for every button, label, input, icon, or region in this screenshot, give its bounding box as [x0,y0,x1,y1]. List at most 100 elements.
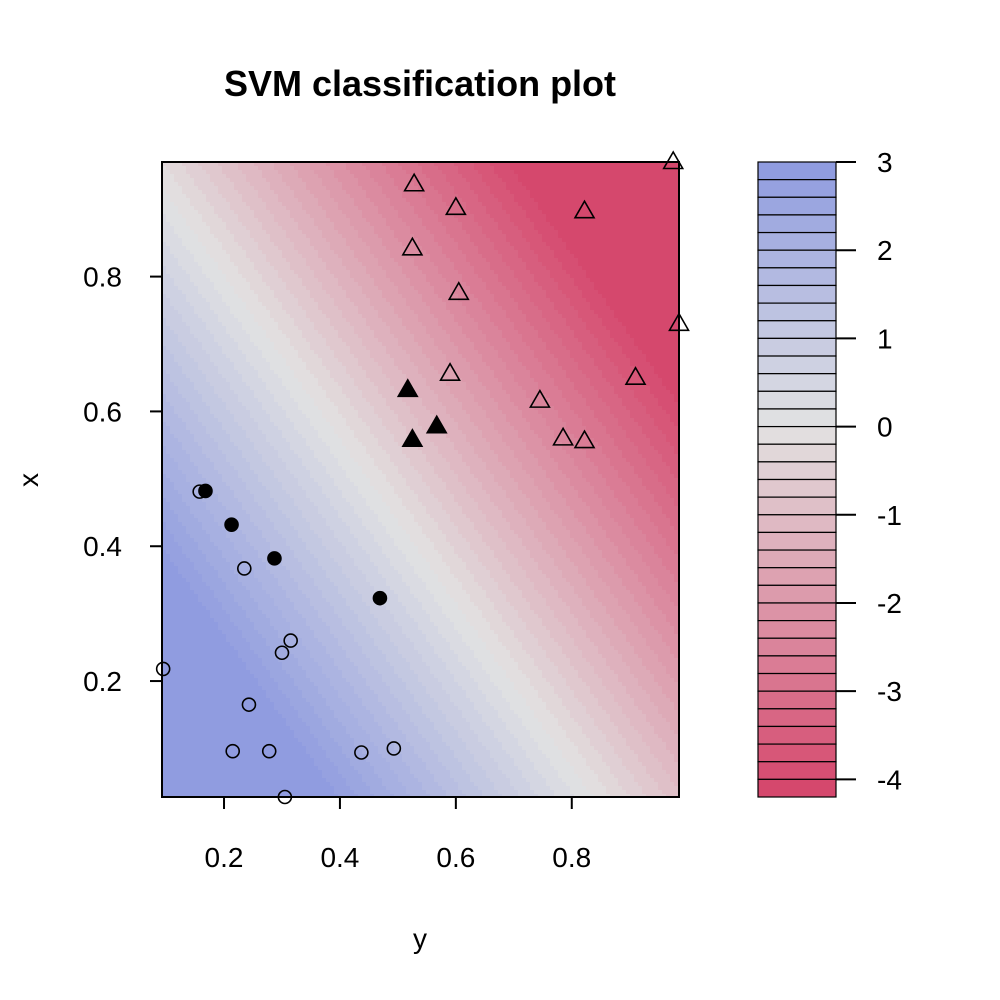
contour-cell [462,170,467,175]
contour-cell [650,258,655,263]
contour-cell [254,190,259,195]
contour-cell [462,254,467,259]
contour-cell [318,174,323,179]
contour-cell [570,262,575,267]
contour-cell [526,254,531,259]
contour-cell [354,302,359,307]
contour-cell [170,210,175,215]
contour-cell [326,286,331,291]
contour-cell [490,166,495,171]
contour-cell [546,254,551,259]
contour-cell [474,194,479,199]
contour-cell [238,266,243,271]
contour-cell [410,190,415,195]
contour-cell [606,202,611,207]
contour-cell [366,286,371,291]
contour-cell [566,198,571,203]
contour-cell [414,286,419,291]
contour-cell [274,194,279,199]
contour-cell [374,314,379,319]
contour-cell [466,178,471,183]
contour-cell [670,250,675,255]
contour-cell [438,298,443,303]
contour-cell [550,298,555,303]
contour-cell [334,286,339,291]
contour-cell [378,162,383,167]
contour-cell [578,230,583,235]
contour-cell [614,282,619,287]
contour-cell [294,242,299,247]
contour-cell [634,306,639,311]
contour-cell [202,210,207,215]
contour-cell [226,250,231,255]
contour-cell [402,202,407,207]
contour-cell [242,294,247,299]
contour-cell [254,278,259,283]
contour-cell [222,266,227,271]
contour-cell [526,214,531,219]
contour-cell [614,246,619,251]
contour-cell [222,226,227,231]
contour-cell [422,214,427,219]
contour-cell [418,210,423,215]
contour-cell [338,282,343,287]
contour-cell [246,174,251,179]
contour-cell [358,202,363,207]
contour-cell [570,174,575,179]
contour-cell [498,246,503,251]
contour-cell [246,214,251,219]
contour-cell [622,174,627,179]
contour-cell [354,218,359,223]
contour-cell [322,278,327,283]
contour-cell [314,314,319,319]
contour-cell [418,254,423,259]
contour-cell [586,302,591,307]
contour-cell [550,302,555,307]
contour-cell [546,274,551,279]
contour-cell [390,190,395,195]
contour-cell [478,310,483,315]
contour-cell [658,262,663,267]
contour-cell [458,166,463,171]
contour-cell [398,286,403,291]
contour-cell [546,206,551,211]
contour-cell [566,274,571,279]
contour-cell [674,258,679,263]
contour-cell [618,170,623,175]
contour-cell [458,178,463,183]
contour-cell [214,314,219,319]
contour-cell [338,278,343,283]
contour-cell [358,206,363,211]
contour-cell [202,234,207,239]
contour-cell [174,302,179,307]
contour-cell [282,198,287,203]
contour-cell [442,198,447,203]
contour-cell [326,250,331,255]
contour-cell [246,210,251,215]
contour-cell [206,202,211,207]
contour-cell [514,170,519,175]
contour-cell [466,214,471,219]
contour-cell [274,266,279,271]
contour-cell [462,178,467,183]
contour-cell [638,202,643,207]
contour-cell [666,302,671,307]
contour-cell [586,246,591,251]
contour-cell [426,278,431,283]
contour-cell [502,170,507,175]
contour-cell [606,282,611,287]
contour-cell [386,250,391,255]
contour-cell [402,294,407,299]
contour-cell [362,306,367,311]
contour-cell [490,218,495,223]
contour-cell [214,182,219,187]
contour-cell [290,270,295,275]
contour-cell [214,290,219,295]
contour-cell [206,190,211,195]
contour-cell [542,302,547,307]
contour-cell [554,170,559,175]
contour-cell [230,186,235,191]
contour-cell [426,242,431,247]
contour-cell [318,162,323,167]
contour-cell [430,310,435,315]
